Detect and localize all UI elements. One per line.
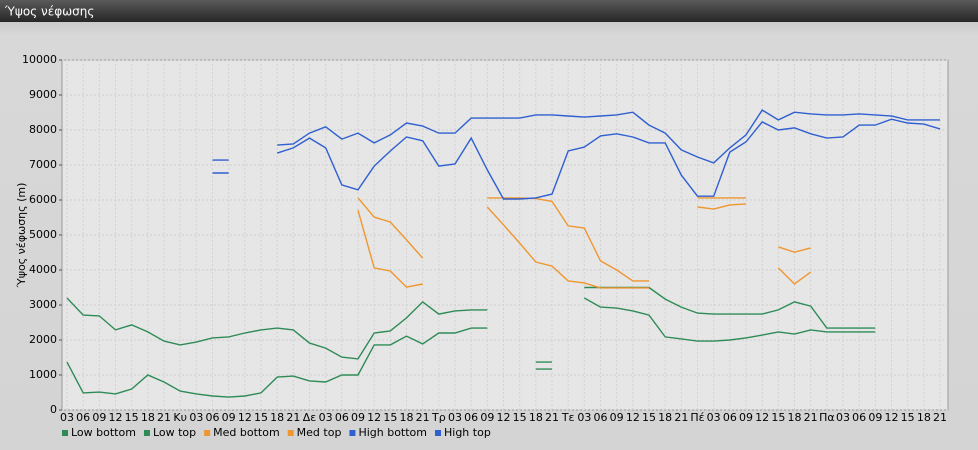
x-tick-label: 09 (222, 411, 236, 424)
legend-swatch (143, 430, 150, 436)
x-tick-label: 12 (885, 411, 899, 424)
x-tick-label: 21 (545, 411, 559, 424)
legend-label: High top (444, 426, 491, 439)
series-line (357, 197, 811, 282)
y-tick-label: 6000 (29, 193, 57, 206)
x-tick-label: 21 (933, 411, 947, 424)
x-tick-label: 12 (238, 411, 252, 424)
y-tick-label: 0 (50, 403, 57, 416)
x-tick-label: 18 (917, 411, 931, 424)
y-tick-label: 9000 (29, 88, 57, 101)
x-tick-label: 03 (60, 411, 74, 424)
x-tick-label: 06 (206, 411, 220, 424)
x-tick-label: 06 (464, 411, 478, 424)
y-tick-label: 1000 (29, 368, 57, 381)
x-tick-label: 03 (707, 411, 721, 424)
x-tick-label: 18 (400, 411, 414, 424)
x-tick-label: 09 (610, 411, 624, 424)
y-tick-label: 4000 (29, 263, 57, 276)
x-tick-label: 15 (383, 411, 397, 424)
legend-label: Med top (297, 426, 342, 439)
x-tick-label: 15 (254, 411, 268, 424)
x-tick-label: 09 (739, 411, 753, 424)
x-tick-label: 15 (125, 411, 139, 424)
x-tick-label: 06 (852, 411, 866, 424)
x-tick-label: 18 (141, 411, 155, 424)
y-tick-label: 3000 (29, 298, 57, 311)
x-tick-label: 03 (319, 411, 333, 424)
x-tick-label: 03 (577, 411, 591, 424)
x-tick-label: 12 (755, 411, 769, 424)
x-tick-label: 09 (92, 411, 106, 424)
x-tick-label: 21 (157, 411, 171, 424)
x-tick-label: 12 (626, 411, 640, 424)
x-tick-label: Δε (303, 411, 317, 424)
legend-swatch (287, 430, 294, 436)
x-tick-label: Πέ (690, 411, 704, 424)
x-tick-label: 12 (497, 411, 511, 424)
x-tick-label: 18 (529, 411, 543, 424)
x-tick-label: 15 (642, 411, 656, 424)
legend-label: Low top (153, 426, 196, 439)
legend-swatch (204, 430, 211, 436)
x-tick-label: 21 (804, 411, 818, 424)
chart-title: Ύψος νέφωσης (4, 5, 94, 19)
series-line (212, 109, 940, 164)
x-tick-label: 15 (513, 411, 527, 424)
x-tick-label: 12 (109, 411, 123, 424)
x-tick-label: 15 (771, 411, 785, 424)
series-line (66, 297, 876, 398)
y-tick-label: 10000 (22, 53, 57, 66)
x-tick-label: 18 (658, 411, 672, 424)
x-tick-label: 21 (416, 411, 430, 424)
x-tick-label: 09 (868, 411, 882, 424)
legend-label: Low bottom (71, 426, 136, 439)
series-line (212, 118, 941, 200)
x-tick-label: 18 (270, 411, 284, 424)
x-tick-label: 18 (788, 411, 802, 424)
x-tick-label: 06 (76, 411, 90, 424)
legend-swatch (349, 430, 356, 436)
x-tick-label: 03 (189, 411, 203, 424)
x-tick-label: Τρ (431, 411, 446, 424)
series-line (357, 203, 812, 289)
x-tick-label: 09 (351, 411, 365, 424)
x-tick-label: 06 (723, 411, 737, 424)
x-tick-label: 21 (286, 411, 300, 424)
y-tick-label: 2000 (29, 333, 57, 346)
x-tick-label: 15 (901, 411, 915, 424)
legend-label: Med bottom (213, 426, 280, 439)
y-tick-label: 5000 (29, 228, 57, 241)
x-tick-label: 03 (448, 411, 462, 424)
x-tick-label: 06 (594, 411, 608, 424)
x-tick-label: 21 (674, 411, 688, 424)
x-tick-label: Πα (819, 411, 835, 424)
y-tick-label: 8000 (29, 123, 57, 136)
legend-label: High bottom (358, 426, 427, 439)
x-tick-label: 03 (836, 411, 850, 424)
legend-swatch (62, 430, 68, 436)
x-tick-label: 09 (480, 411, 494, 424)
y-tick-label: 7000 (29, 158, 57, 171)
y-axis-label: Ύψος νέφωσης (m) (15, 183, 28, 289)
x-tick-label: 06 (335, 411, 349, 424)
x-tick-label: 12 (367, 411, 381, 424)
x-tick-label: Τε (561, 411, 575, 424)
x-tick-label: Κυ (173, 411, 187, 424)
title-bar (0, 0, 978, 22)
legend-swatch (435, 430, 441, 436)
